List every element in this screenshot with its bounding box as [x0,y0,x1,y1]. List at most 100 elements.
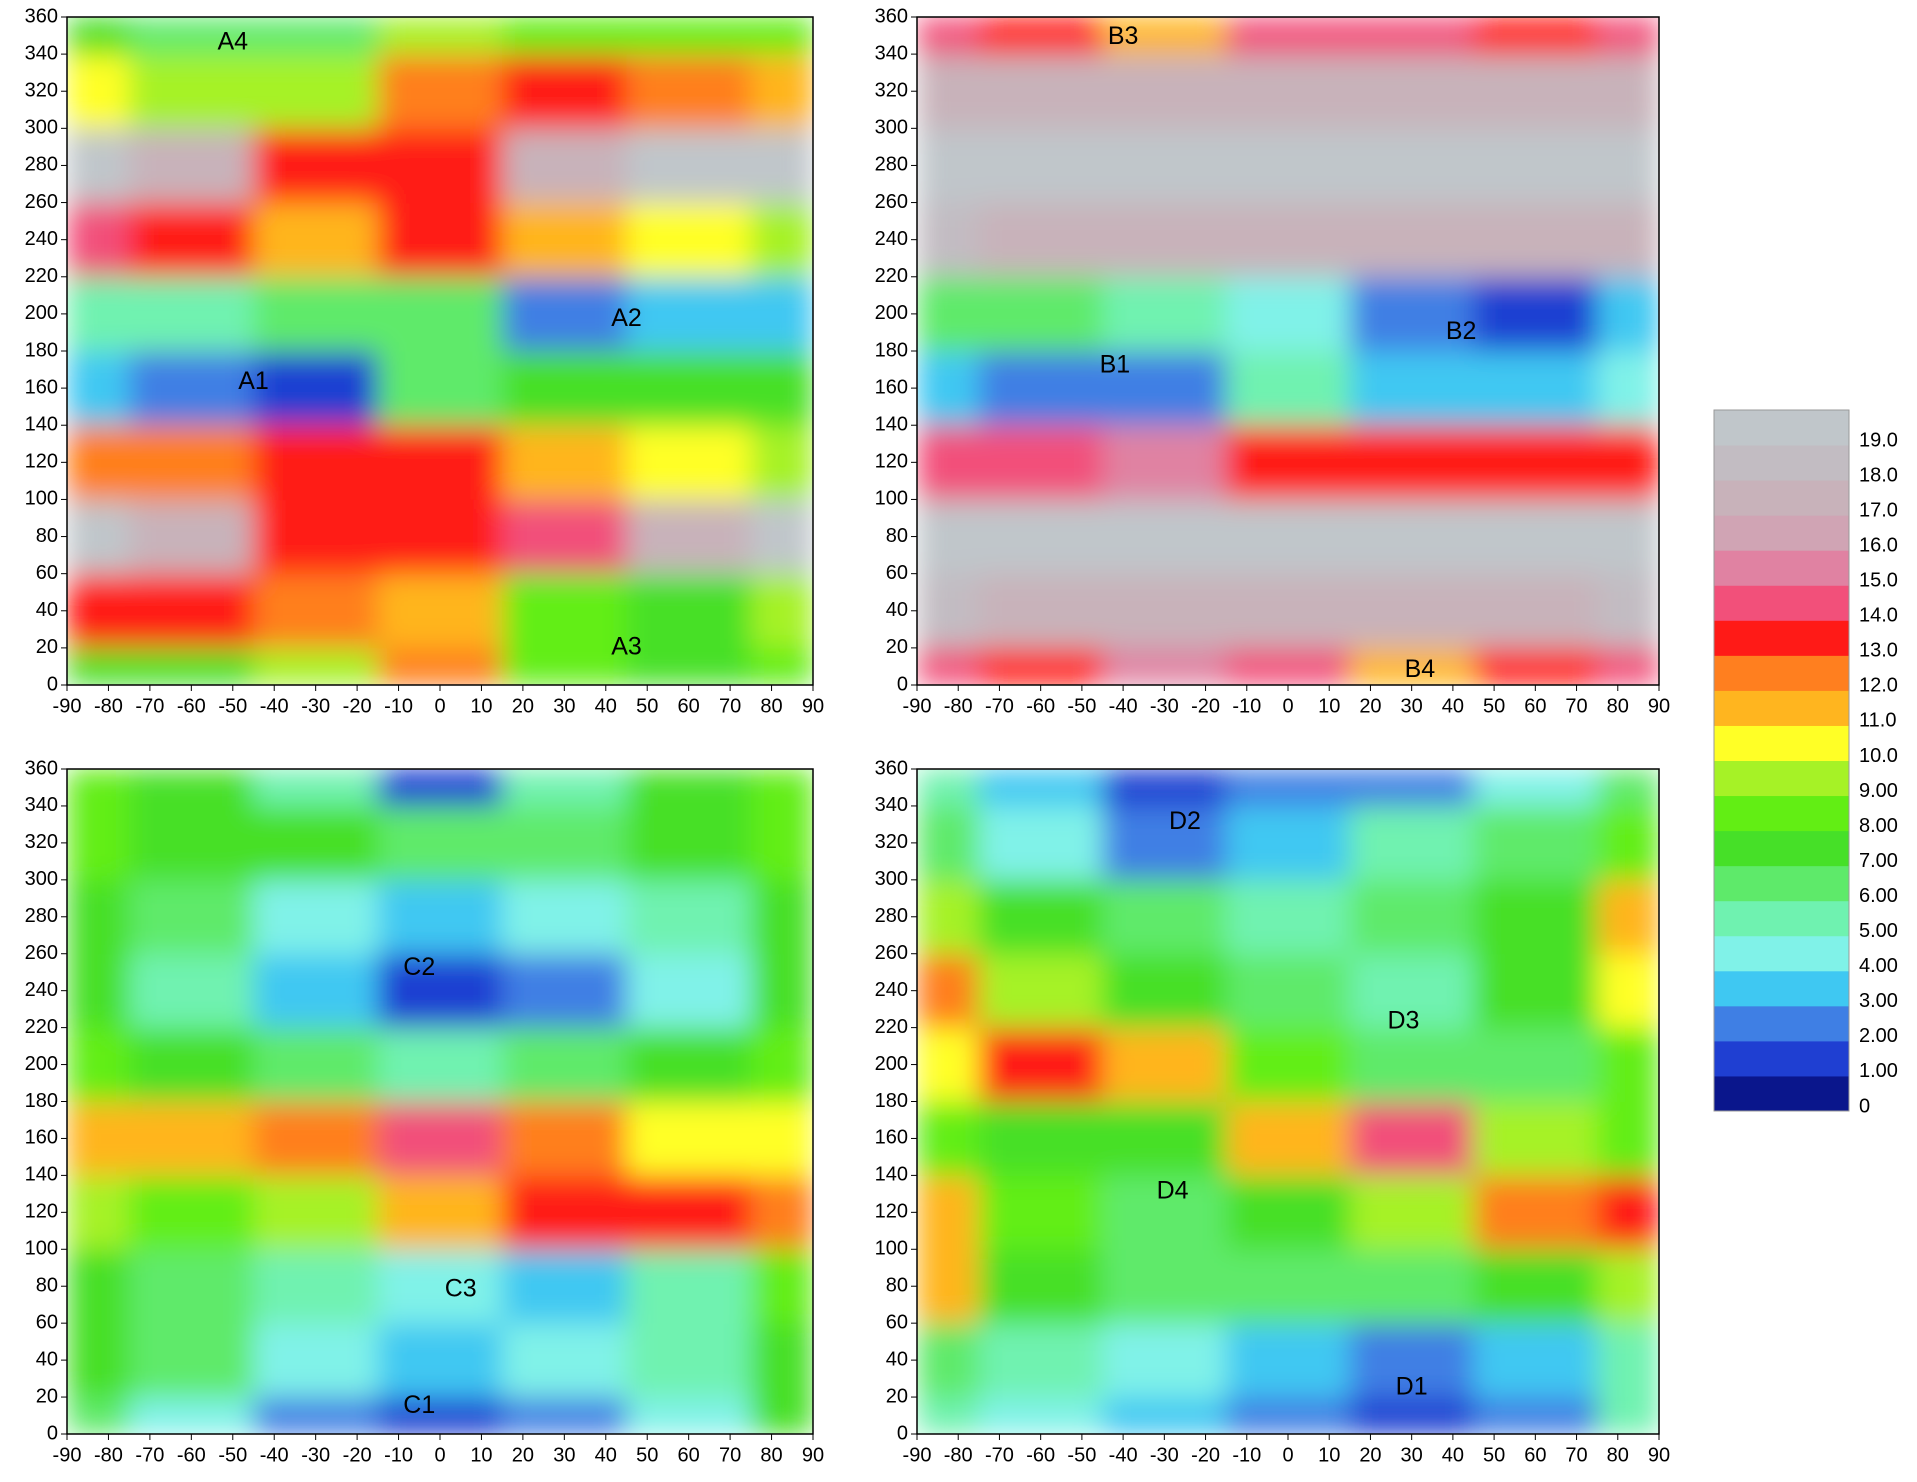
minimum-label: D3 [1387,1007,1419,1035]
cell [1597,573,1659,649]
cell [253,647,379,685]
x-tick-label: -90 [53,1444,82,1466]
y-tick-label: 140 [25,414,58,436]
cell [502,769,627,807]
cell [978,17,1103,55]
cell [129,1323,254,1398]
cell [129,1027,254,1102]
colorbar-label: 3.00 [1859,990,1898,1012]
cell [750,953,813,1029]
cell [1102,1027,1227,1102]
cell [626,17,752,55]
x-tick-label: -70 [985,695,1014,717]
cell [1473,499,1598,575]
cell [1473,953,1598,1029]
x-tick-label: 10 [470,695,492,717]
cell [1473,573,1598,649]
x-tick-label: -40 [1109,1444,1138,1466]
cell [1102,953,1227,1029]
y-tick-label: 260 [25,191,58,213]
x-tick-label: 30 [1401,695,1423,717]
colorbar-label: 14.0 [1859,605,1898,627]
y-tick-label: 20 [36,1385,58,1407]
y-tick-label: 60 [36,1311,58,1333]
colorbar-label: 18.0 [1859,464,1898,486]
y-tick-label: 320 [25,831,58,853]
x-tick-label: 20 [512,695,534,717]
cell [1349,1323,1474,1398]
cell [1226,647,1351,685]
cell [626,351,752,426]
cell [978,953,1103,1029]
cell [1597,1249,1659,1324]
field [67,769,813,1434]
cell [502,1397,627,1434]
cell [253,879,379,955]
colorbar-band [1714,725,1849,761]
x-tick-label: -50 [1067,695,1096,717]
cell [67,499,130,575]
cell [917,276,980,352]
cell [377,425,503,500]
minimum-label: D4 [1157,1177,1189,1205]
cell [750,351,813,426]
cell [502,54,627,129]
cell [626,128,752,204]
cell [129,879,254,955]
colorbar-band [1714,585,1849,621]
cell [626,54,752,129]
y-tick-label: 0 [47,1422,58,1444]
x-tick-label: 10 [1318,695,1340,717]
cell [67,953,130,1029]
cell [917,425,980,500]
cell [978,769,1103,807]
y-tick-label: 100 [25,488,58,510]
cell [129,573,254,649]
cell [917,573,980,649]
minimum-label: C1 [403,1391,435,1419]
cell [750,769,813,807]
y-tick-label: 160 [25,1127,58,1149]
cell [377,351,503,426]
y-tick-label: 160 [25,376,58,398]
cell [750,17,813,55]
colorbar-label: 19.0 [1859,429,1898,451]
cell [253,805,379,881]
cell [1349,425,1474,500]
cell [1473,1249,1598,1324]
x-tick-label: 60 [1524,1444,1546,1466]
minimum-label: D2 [1169,807,1201,835]
cell [1102,54,1227,129]
cell [129,769,254,807]
colorbar-band [1714,620,1849,656]
cell [626,1323,752,1398]
cell [1102,128,1227,204]
cell [750,1397,813,1434]
cell [502,499,627,575]
cell [67,1101,130,1176]
x-tick-label: -40 [1109,695,1138,717]
cell [1226,499,1351,575]
colorbar-band [1714,865,1849,902]
cell [626,769,752,807]
cell [377,1027,503,1102]
cell [67,276,130,352]
cell [750,879,813,955]
cell [377,128,503,204]
x-tick-label: -10 [1232,695,1261,717]
colorbar-band [1714,550,1849,586]
cell [1349,647,1474,685]
cell [253,54,379,129]
cell [1473,54,1598,129]
cell [1473,17,1598,55]
colorbar-band [1714,900,1849,937]
cell [253,573,379,649]
x-tick-label: 0 [434,695,445,717]
cell [1102,1249,1227,1324]
cell [377,1323,503,1398]
cell [1102,351,1227,426]
x-tick-label: -20 [1191,1444,1220,1466]
cell [67,805,130,881]
colorbar-band [1714,1005,1849,1042]
colorbar-band [1714,655,1849,691]
